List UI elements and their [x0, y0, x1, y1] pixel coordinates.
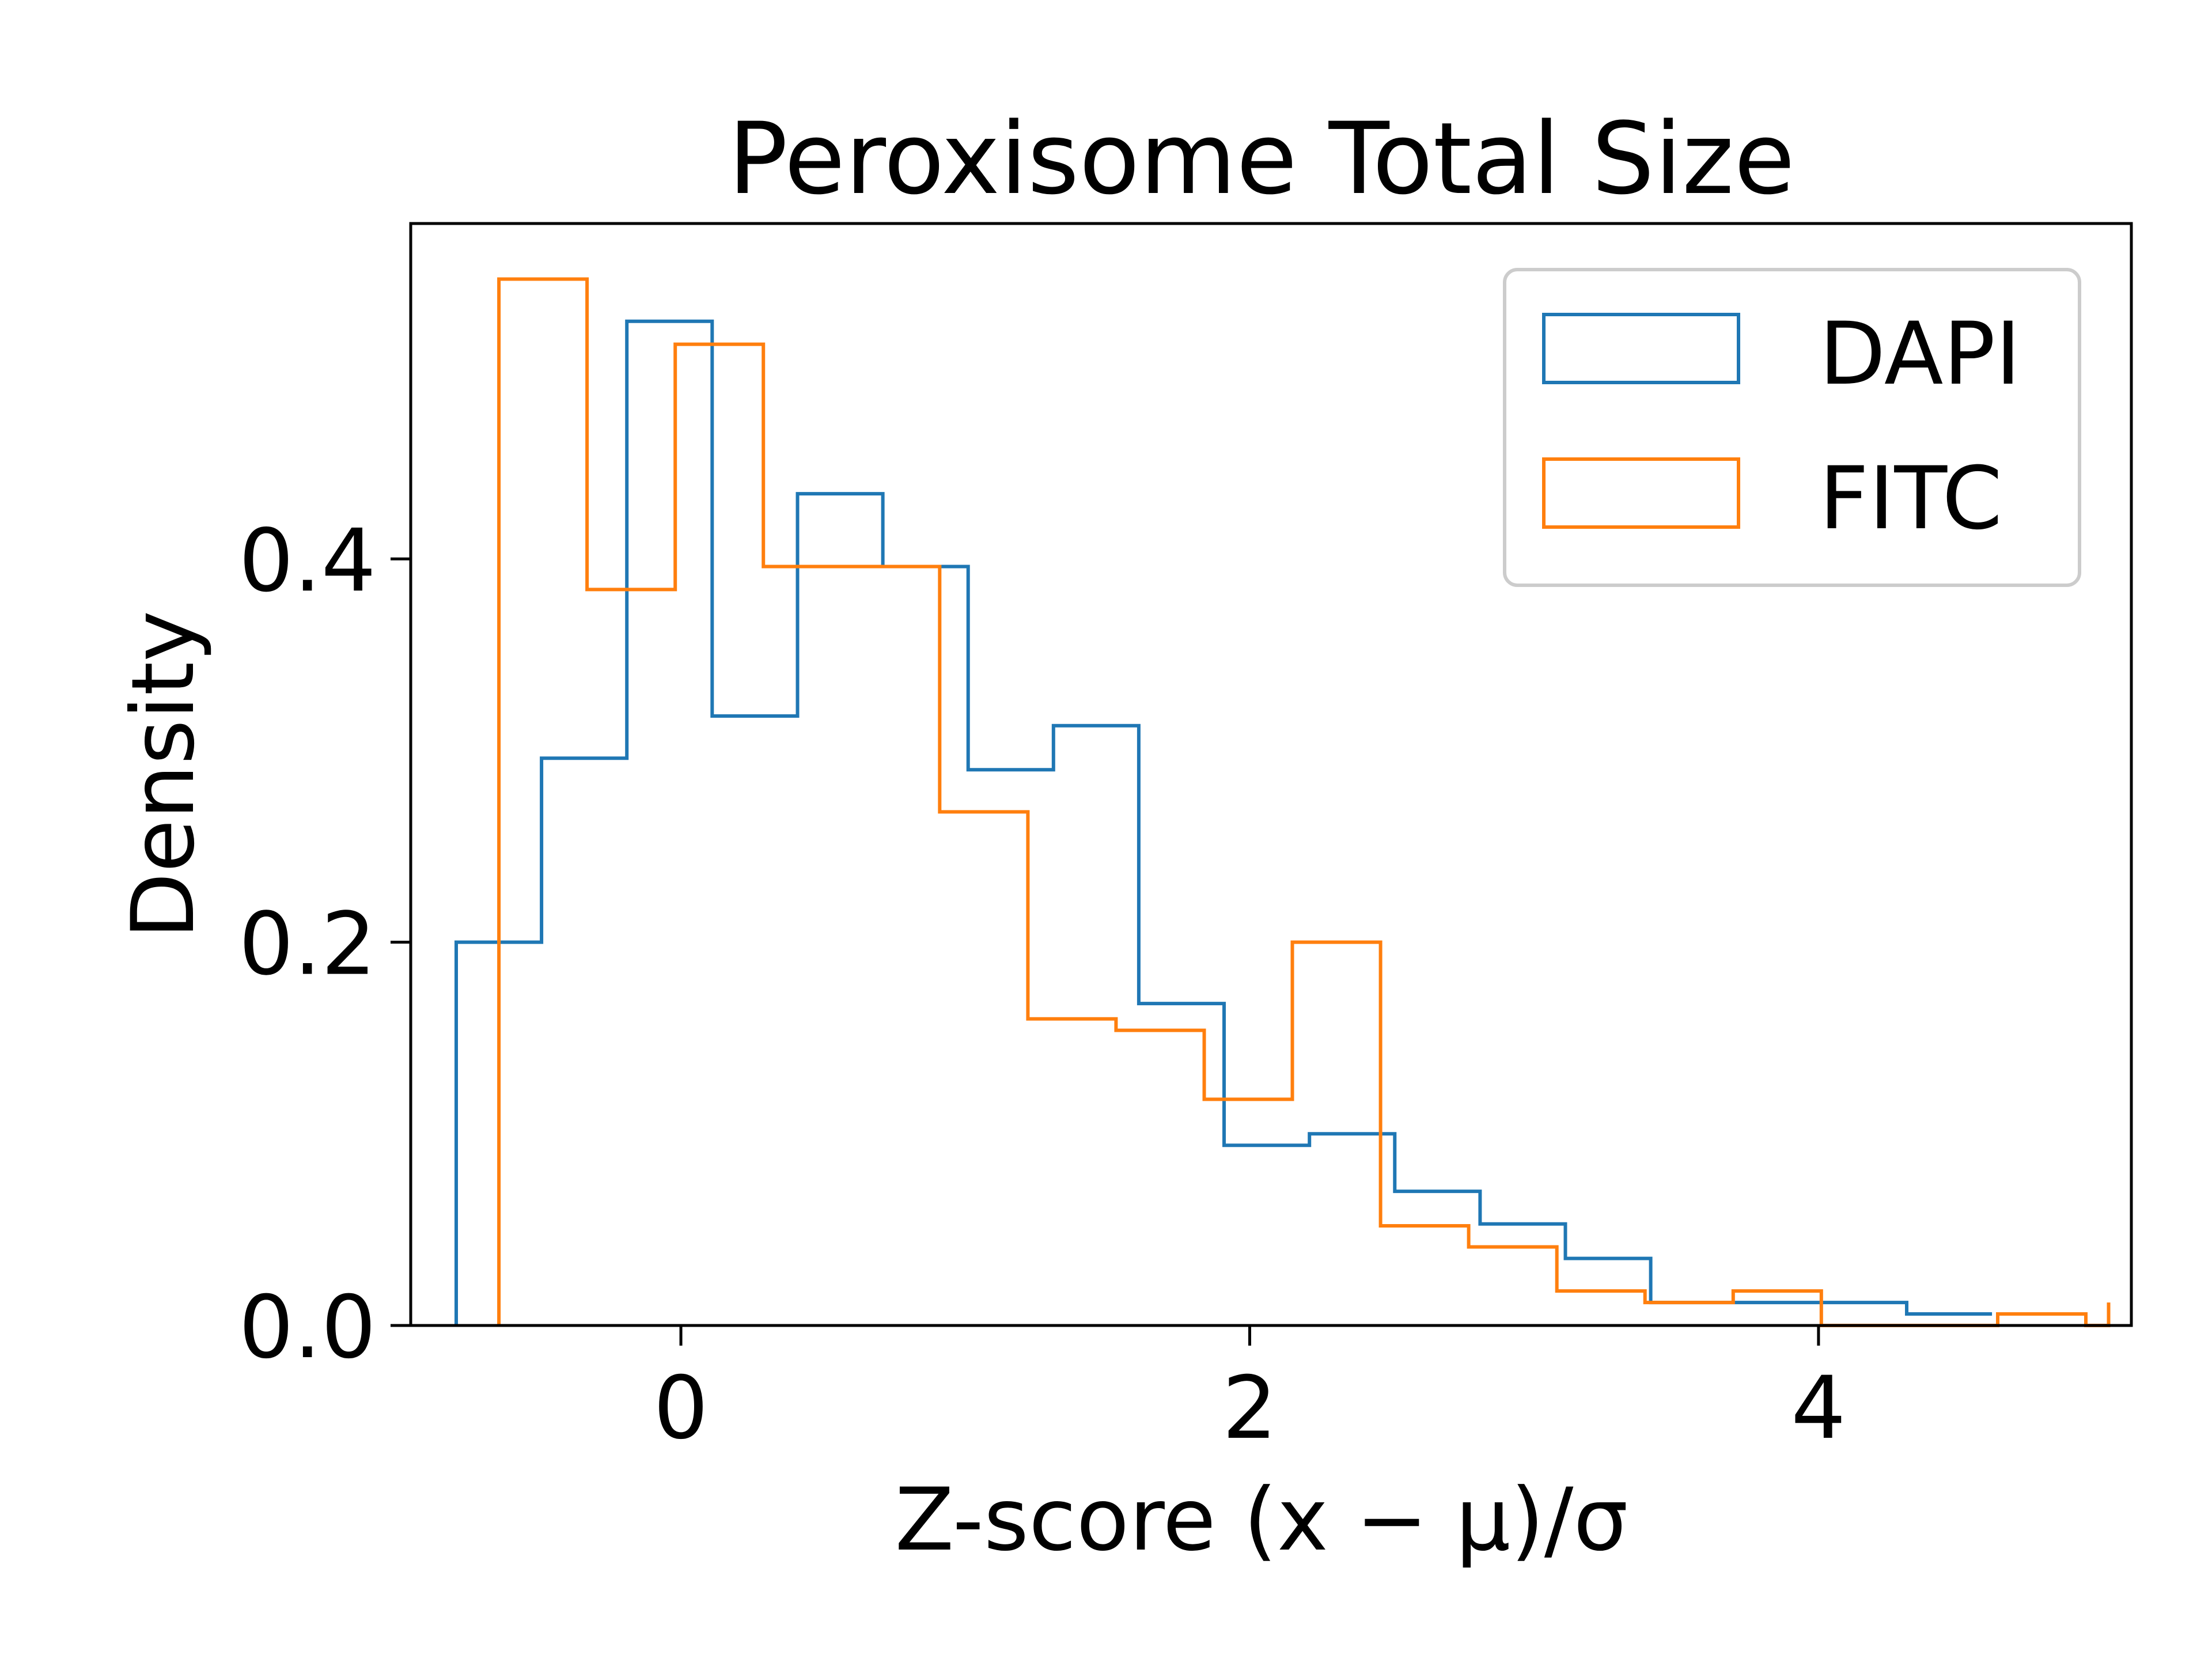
axis-ticks: 0 2 4 0.0 0.2 0.4 [238, 511, 1846, 1459]
x-tick-label: 4 [1791, 1358, 1846, 1459]
x-tick-label: 2 [1222, 1358, 1277, 1459]
y-axis-label: Density [113, 611, 214, 939]
x-tick-label: 0 [653, 1358, 708, 1459]
legend-frame [1503, 268, 2081, 587]
y-tick-label: 0.4 [238, 511, 376, 611]
legend-label-fitc: FITC [1819, 449, 2002, 549]
y-tick-label: 0.2 [238, 895, 376, 995]
plot-frame [409, 222, 2133, 1327]
legend-swatch-dapi [1542, 313, 1740, 384]
legend: DAPI FITC [1503, 268, 2081, 587]
y-tick-label: 0.0 [238, 1278, 376, 1378]
chart-title: Peroxisome Total Size [728, 101, 1795, 217]
x-axis-label: Z-score (x − μ)/σ [895, 1470, 1628, 1570]
histogram-series-dapi [454, 319, 1993, 1325]
legend-swatch-fitc [1542, 457, 1740, 529]
legend-label-dapi: DAPI [1819, 304, 2021, 404]
